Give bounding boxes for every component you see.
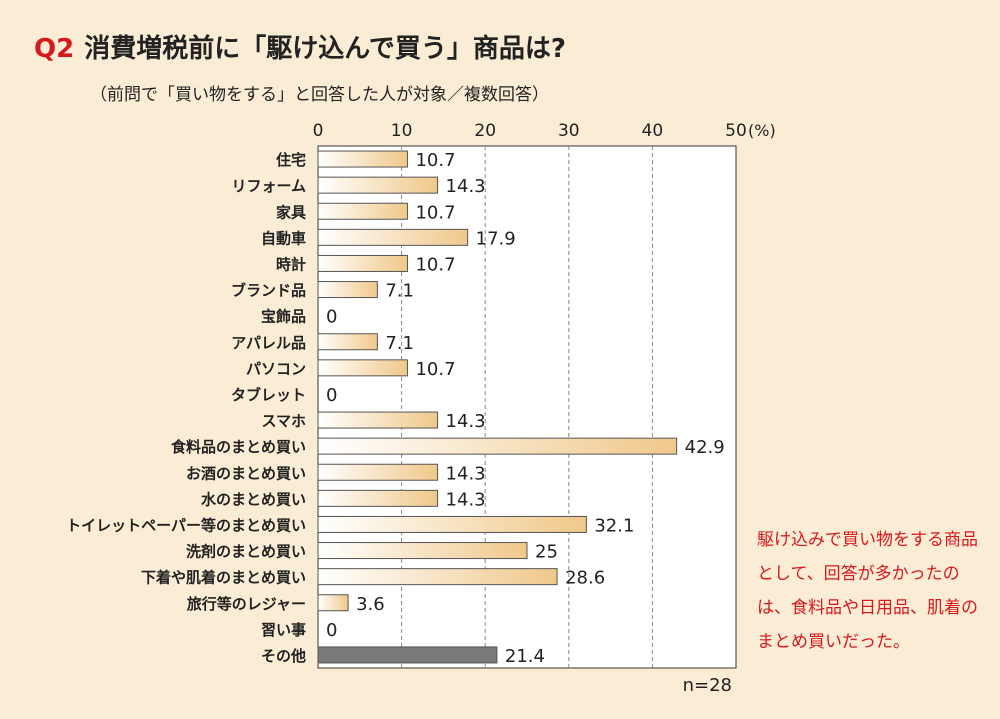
unit-label: (%) (748, 121, 776, 140)
category-label: タブレット (231, 386, 306, 404)
category-label: 洗剤のまとめ買い (186, 543, 306, 561)
value-label: 42.9 (685, 437, 725, 458)
chart-subtitle: （前問で「買い物をする」と回答した人が対象／複数回答） (90, 85, 549, 105)
bar (317, 437, 678, 455)
category-label: 食料品のまとめ買い (171, 438, 306, 456)
n-label: n=28 (683, 675, 732, 696)
bar (317, 228, 469, 246)
bar (317, 463, 439, 481)
category-label: スマホ (261, 412, 306, 430)
category-label: ブランド品 (231, 282, 306, 300)
x-tick-label: 50 (725, 121, 747, 141)
category-label: アパレル品 (231, 334, 306, 352)
value-label: 14.3 (446, 463, 486, 484)
bar (317, 254, 408, 272)
value-label: 3.6 (356, 594, 385, 615)
category-label: 旅行等のレジャー (187, 595, 306, 613)
category-label: その他 (261, 647, 306, 665)
value-label: 0 (326, 385, 337, 406)
category-label: 自動車 (261, 229, 306, 247)
bar (317, 542, 528, 560)
category-label: パソコン (246, 360, 306, 378)
bar (317, 176, 439, 194)
x-tick-label: 40 (642, 121, 664, 141)
x-tick-label: 20 (474, 121, 496, 141)
value-label: 10.7 (415, 359, 455, 380)
bar (317, 568, 558, 586)
category-label: 水のまとめ買い (201, 490, 306, 508)
value-label: 32.1 (594, 515, 634, 536)
bar (317, 489, 439, 507)
bar (317, 515, 587, 533)
value-label: 7.1 (385, 281, 414, 302)
comment-text: 駆け込みで買い物をする商品として、回答が多かったのは、食料品や日用品、肌着のまと… (757, 530, 978, 652)
bar (317, 411, 439, 429)
value-label: 25 (535, 542, 558, 563)
bar (317, 333, 378, 351)
plot-area (317, 145, 737, 669)
value-label: 14.3 (446, 411, 486, 432)
category-label: 習い事 (261, 621, 306, 639)
x-tick-label: 0 (313, 121, 324, 141)
category-label: トイレットペーパー等のまとめ買い (66, 516, 306, 534)
category-label: 家具 (276, 203, 306, 221)
bar (317, 281, 378, 299)
bar (317, 359, 408, 377)
value-label: 10.7 (415, 150, 455, 171)
x-tick-label: 10 (391, 121, 413, 141)
x-tick-label: 30 (558, 121, 580, 141)
category-label: 時計 (276, 255, 306, 273)
value-label: 10.7 (415, 254, 455, 275)
value-label: 14.3 (446, 489, 486, 510)
value-label: 10.7 (415, 202, 455, 223)
value-label: 0 (326, 307, 337, 328)
category-label: 住宅 (276, 151, 306, 169)
category-label: 宝飾品 (261, 308, 306, 326)
value-label: 7.1 (385, 333, 414, 354)
category-label: リフォーム (231, 177, 306, 195)
bar (317, 594, 349, 612)
category-label: 下着や肌着のまとめ買い (141, 569, 306, 587)
bar (317, 150, 408, 168)
value-label: 28.6 (565, 568, 605, 589)
value-label: 21.4 (505, 646, 545, 667)
bar (317, 646, 498, 664)
chart-title: Q2 消費増税前に「駆け込んで買う」商品は? (34, 28, 566, 65)
question-text: 消費増税前に「駆け込んで買う」商品は? (84, 34, 566, 64)
value-label: 14.3 (446, 176, 486, 197)
value-label: 17.9 (476, 228, 516, 249)
question-number: Q2 (34, 34, 75, 64)
bar (317, 202, 408, 220)
category-label: お酒のまとめ買い (186, 464, 306, 482)
value-label: 0 (326, 620, 337, 641)
